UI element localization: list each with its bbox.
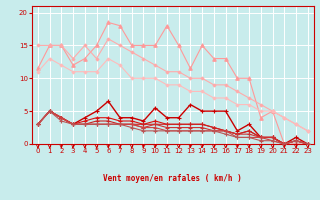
X-axis label: Vent moyen/en rafales ( km/h ): Vent moyen/en rafales ( km/h ) bbox=[103, 174, 242, 183]
